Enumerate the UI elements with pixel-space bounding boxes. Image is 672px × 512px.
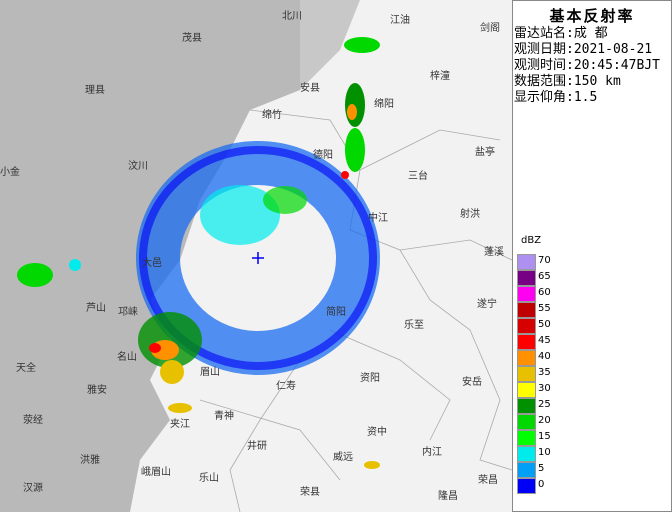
place-label: 北川 bbox=[282, 10, 302, 22]
legend-label: 70 bbox=[538, 255, 551, 266]
legend-label: 30 bbox=[538, 383, 551, 394]
place-label: 中江 bbox=[368, 211, 388, 224]
place-label: 汉源 bbox=[23, 481, 43, 494]
place-label: 乐山 bbox=[199, 472, 219, 484]
place-label: 盐亭 bbox=[475, 145, 495, 158]
legend-swatch bbox=[517, 446, 536, 462]
place-label: 峨眉山 bbox=[141, 466, 171, 478]
place-label: 洪雅 bbox=[80, 453, 100, 466]
place-label: 名山 bbox=[117, 350, 137, 363]
place-label: 江油 bbox=[390, 13, 410, 26]
place-label: 射洪 bbox=[460, 208, 480, 220]
legend-swatch bbox=[517, 286, 536, 302]
place-label: 三台 bbox=[408, 169, 428, 182]
legend-label: 35 bbox=[538, 367, 551, 378]
legend-label: 60 bbox=[538, 287, 551, 298]
place-label: 仁寿 bbox=[276, 379, 296, 392]
info-line: 观测日期:2021-08-21 bbox=[514, 42, 653, 57]
legend-swatch bbox=[517, 414, 536, 430]
legend-label: 5 bbox=[538, 463, 545, 474]
place-label: 茂县 bbox=[182, 31, 202, 44]
info-line: 数据范围:150 km bbox=[514, 74, 621, 89]
place-label: 剑阁 bbox=[480, 21, 500, 34]
info-line: 观测时间:20:45:47BJT bbox=[514, 58, 660, 73]
place-label: 梓潼 bbox=[430, 69, 450, 82]
place-label: 遂宁 bbox=[477, 297, 497, 310]
boundaries bbox=[199, 109, 512, 512]
legend-swatch bbox=[517, 430, 536, 446]
place-label: 夹江 bbox=[170, 417, 190, 430]
legend-label: 10 bbox=[538, 447, 551, 458]
place-label: 资中 bbox=[367, 425, 387, 438]
place-label: 雅安 bbox=[87, 383, 107, 396]
legend-swatch bbox=[517, 462, 536, 478]
legend-label: 45 bbox=[538, 335, 551, 346]
place-label: 眉山 bbox=[200, 366, 220, 378]
legend-swatch bbox=[517, 270, 536, 286]
legend-label: 15 bbox=[538, 431, 551, 442]
legend-label: 40 bbox=[538, 351, 551, 362]
place-label: 理县 bbox=[85, 84, 105, 96]
legend-swatch bbox=[517, 398, 536, 414]
mountain-terrain bbox=[300, 0, 360, 90]
radar-echo bbox=[17, 37, 380, 469]
title: 基本反射率 bbox=[549, 7, 635, 25]
place-label: 内江 bbox=[422, 445, 442, 458]
place-label: 安县 bbox=[300, 81, 320, 94]
place-label: 安岳 bbox=[462, 375, 482, 388]
place-label: 青神 bbox=[214, 409, 234, 422]
legend-label: 25 bbox=[538, 399, 551, 410]
info-line: 雷达站名:成 都 bbox=[514, 26, 608, 41]
place-label: 乐至 bbox=[404, 319, 424, 331]
legend-label: 65 bbox=[538, 271, 551, 282]
place-label: 绵阳 bbox=[374, 97, 394, 110]
place-label: 荣县 bbox=[300, 486, 320, 498]
legend-swatch bbox=[517, 302, 536, 318]
place-label: 井研 bbox=[247, 439, 267, 452]
legend-swatch bbox=[517, 382, 536, 398]
info-list: 雷达站名:成 都观测日期:2021-08-21 观测时间:20:45:47BJT 数… bbox=[513, 26, 671, 106]
legend-swatch bbox=[517, 478, 536, 494]
place-label: 绵竹 bbox=[262, 108, 282, 121]
place-label: 荥经 bbox=[23, 413, 43, 426]
legend-label: 20 bbox=[538, 415, 551, 426]
legend-unit: dBZ bbox=[521, 235, 542, 246]
legend-swatch bbox=[517, 318, 536, 334]
legend-swatch bbox=[517, 366, 536, 382]
place-label: 邛崃 bbox=[118, 306, 138, 318]
place-label: 隆昌 bbox=[438, 489, 458, 502]
place-label: 威远 bbox=[333, 450, 353, 463]
legend-label: 0 bbox=[538, 479, 545, 490]
info-panel: 基本反射率 雷达站名:成 都观测日期:2021-08-21 观测时间:20:45:… bbox=[512, 0, 672, 512]
place-label: 蓬溪 bbox=[484, 246, 504, 258]
place-label: 资阳 bbox=[360, 372, 380, 384]
info-line: 显示仰角:1.5 bbox=[514, 90, 598, 105]
legend-label: 55 bbox=[538, 303, 551, 314]
legend-swatch bbox=[517, 254, 536, 270]
legend-swatch bbox=[517, 350, 536, 366]
place-label: 天全 bbox=[16, 361, 36, 374]
place-label: 汶川 bbox=[128, 159, 148, 172]
place-label: 简阳 bbox=[326, 305, 346, 318]
place-label: 荣昌 bbox=[478, 474, 498, 486]
place-label: 小金 bbox=[0, 165, 20, 178]
place-label: 大邑 bbox=[142, 256, 162, 269]
legend-swatch bbox=[517, 334, 536, 350]
place-label: 德阳 bbox=[313, 148, 333, 161]
legend-label: 50 bbox=[538, 319, 551, 330]
place-label: 芦山 bbox=[86, 302, 106, 314]
